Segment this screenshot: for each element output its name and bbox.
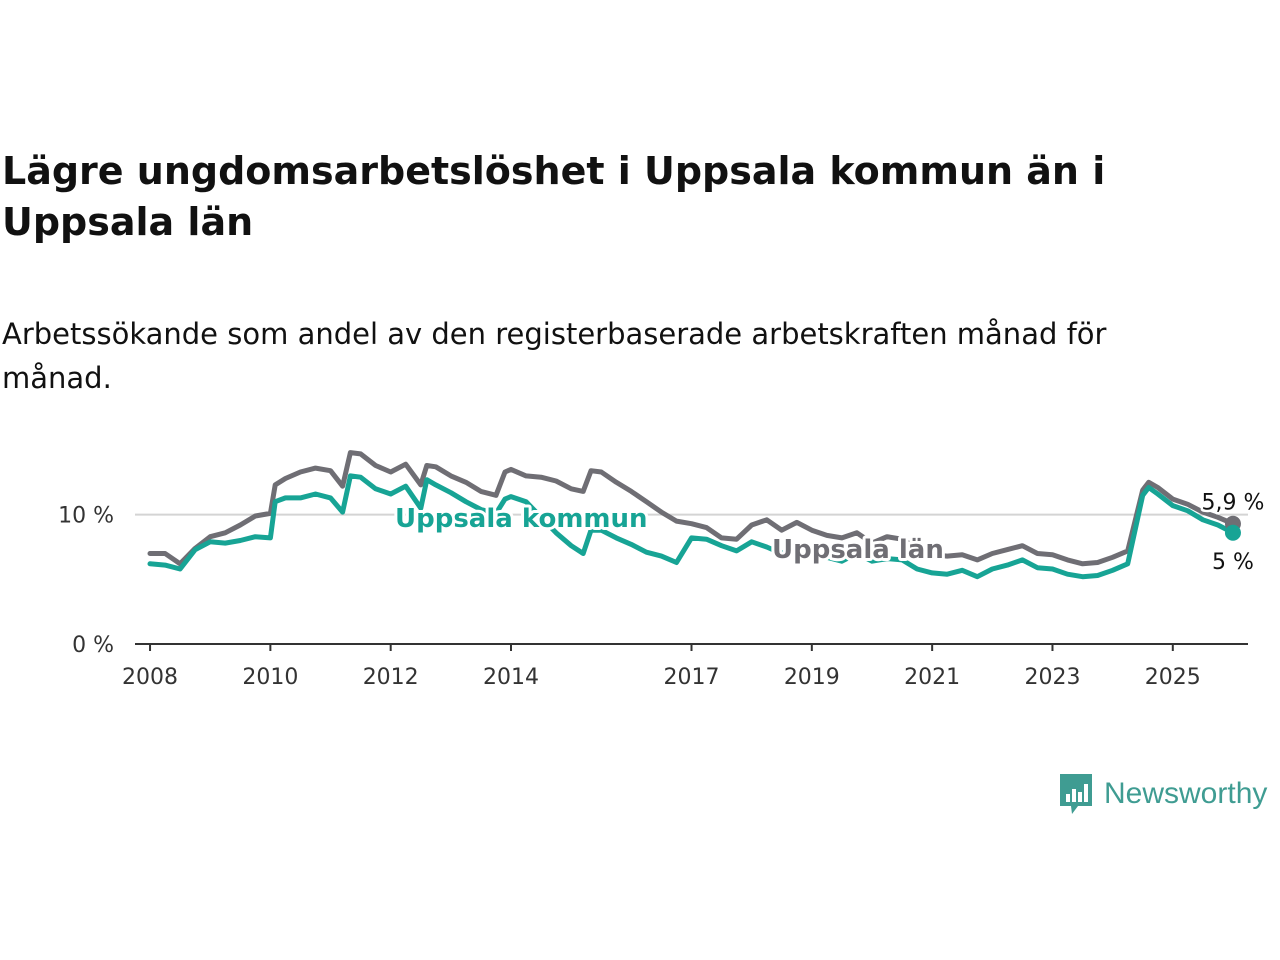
series-label-uppsala-lan: Uppsala län bbox=[772, 535, 944, 565]
brand-name: Newsworthy bbox=[1104, 777, 1268, 810]
x-tick-label: 2025 bbox=[1145, 665, 1201, 690]
y-tick-label: 0 % bbox=[72, 633, 114, 658]
x-tick-label: 2008 bbox=[122, 665, 178, 690]
x-tick-label: 2012 bbox=[363, 665, 419, 690]
series-line-uppsala-kommun bbox=[147, 473, 1236, 580]
line-chart: 0 % 10 % 2008 2010 2012 2014 2017 2019 2021 2023… bbox=[58, 450, 1267, 690]
series-label-uppsala-kommun: Uppsala kommun bbox=[395, 504, 648, 534]
end-value-label-uppsala-kommun: 5 % bbox=[1212, 550, 1254, 575]
series-layer bbox=[147, 450, 1236, 580]
series-line-uppsala-län bbox=[147, 450, 1236, 567]
x-tick-label: 2023 bbox=[1024, 665, 1080, 690]
grid-layer: 0 % 10 % bbox=[58, 504, 1248, 658]
end-value-label-uppsala-län: 5,9 % bbox=[1202, 491, 1265, 516]
x-tick-label: 2017 bbox=[664, 665, 720, 690]
y-tick-label: 10 % bbox=[58, 504, 114, 529]
newsworthy-logo-icon bbox=[1060, 774, 1092, 814]
chart-title: Lägre ungdomsarbetslöshet i Uppsala komm… bbox=[2, 149, 1106, 244]
end-point-uppsala-kommun bbox=[1224, 524, 1241, 541]
brand-logo: Newsworthy bbox=[1058, 772, 1267, 816]
label-layer: 5,9 % 5 % Uppsala kommun Uppsala län bbox=[392, 488, 1267, 577]
chart-subtitle: Arbetssökande som andel av den registerb… bbox=[2, 317, 1107, 395]
x-tick-label: 2019 bbox=[784, 665, 840, 690]
x-tick-label: 2021 bbox=[904, 665, 960, 690]
x-axis: 2008 2010 2012 2014 2017 2019 2021 2023 2025 bbox=[122, 643, 1248, 690]
x-tick-label: 2014 bbox=[483, 665, 539, 690]
x-tick-label: 2010 bbox=[242, 665, 298, 690]
